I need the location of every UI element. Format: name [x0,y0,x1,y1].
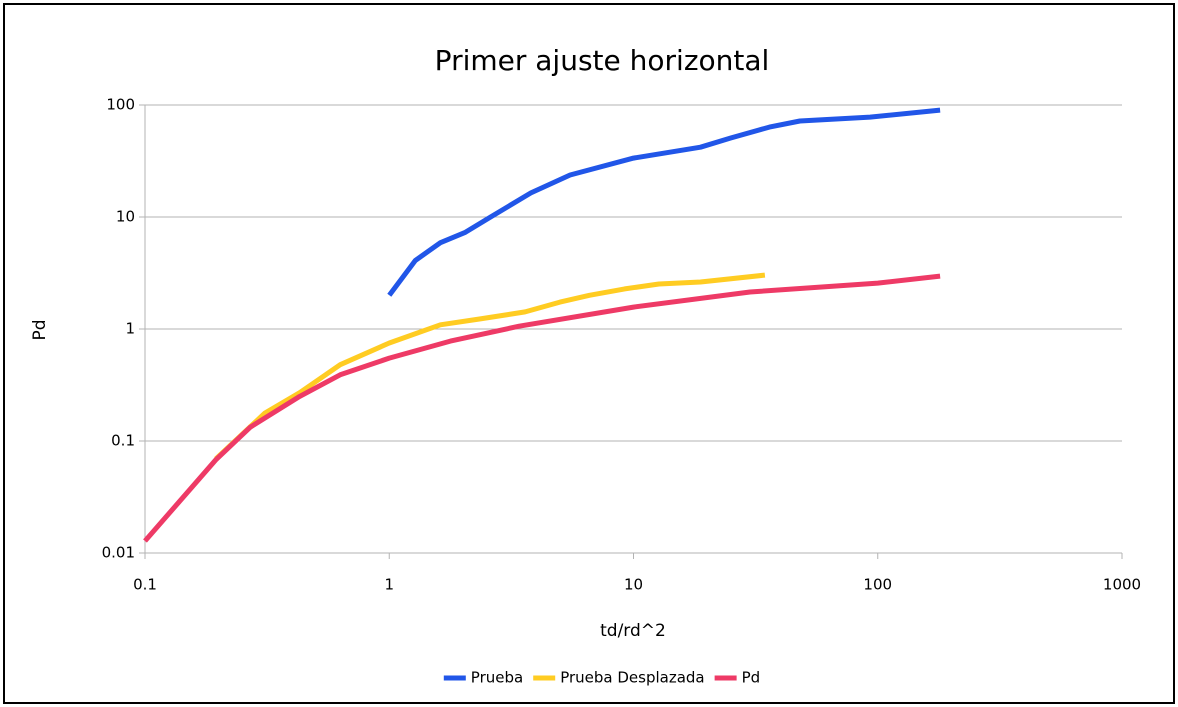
y-tick-label: 0.1 [111,432,135,450]
y-tick-label: 0.01 [102,544,135,562]
series-line [214,272,766,461]
y-tick-label: 1 [125,320,135,338]
y-tick-label: 10 [116,208,135,226]
legend-label: Pd [742,669,761,687]
x-tick-label: 10 [624,576,643,594]
series-line [143,273,941,543]
x-tick-label: 0.1 [133,576,157,594]
frame [3,3,1175,704]
x-tick-label: 1000 [1103,576,1141,594]
series-line [387,107,941,297]
y-tick-label: 100 [106,96,135,114]
x-tick-label: 100 [863,576,892,594]
legend-label: Prueba Desplazada [560,669,704,687]
y-axis-label: Pd [30,319,50,340]
chart-title: Primer ajuste horizontal [435,44,770,77]
x-tick-label: 1 [384,576,394,594]
legend-label: Prueba [471,669,523,687]
x-axis-label: td/rd^2 [600,621,666,641]
